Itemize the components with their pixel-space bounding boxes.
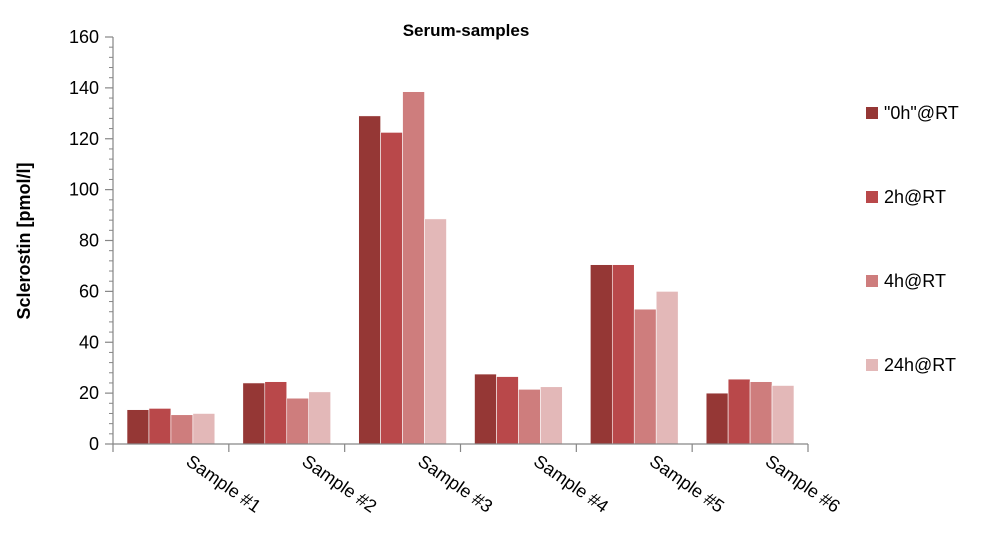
bar-4-2 [308,391,331,445]
legend: "0h"@RT 2h@RT 4h@RT 24h@RT [866,103,959,375]
bar-3-3 [402,91,425,445]
x-category-label: Sample #2 [298,451,380,517]
y-tick-label: 40 [79,332,99,352]
legend-label: 2h@RT [884,187,946,207]
y-tick-label: 80 [79,231,99,251]
y-tick-label: 60 [79,281,99,301]
bar-2-4 [496,376,519,445]
bar-1-6 [705,392,729,445]
bar-4-3 [424,218,447,445]
bar-2-1 [148,408,172,445]
y-axis-label: Sclerostin [pmol/l] [14,162,34,319]
y-tick-label: 20 [79,383,99,403]
bar-4-4 [540,386,563,445]
chart-title: Serum-samples [403,21,530,40]
bar-3-2 [286,397,310,445]
bar-2-5 [611,264,635,445]
x-category-label: Sample #4 [530,451,612,517]
legend-label: "0h"@RT [884,103,959,123]
bar-2-3 [380,132,403,445]
legend-label: 24h@RT [884,355,956,375]
bar-4-5 [655,291,679,445]
bar-1-3 [358,115,381,445]
bar-1-4 [474,373,497,445]
y-tick-labels: 0 20 40 60 80 100 120 140 160 [69,27,99,454]
bars-group [126,91,795,445]
y-tick-label: 100 [69,180,99,200]
bar-2-2 [264,381,288,445]
bar-3-1 [170,414,194,445]
y-tick-label: 0 [89,434,99,454]
y-tick-label: 140 [69,78,99,98]
bar-1-2 [242,382,266,445]
x-category-labels: Sample #1 Sample #2 Sample #3 Sample #4 Samp… [183,451,844,517]
y-tick-label: 160 [69,27,99,47]
legend-swatch [866,359,878,371]
bar-1-5 [590,264,613,445]
bar-4-1 [192,413,216,445]
axes-group [105,36,809,452]
bar-3-5 [633,308,657,445]
bar-2-6 [727,378,751,445]
bar-3-4 [518,389,541,445]
legend-label: 4h@RT [884,271,946,291]
bar-3-6 [749,381,773,445]
x-category-label: Sample #3 [414,451,496,517]
bar-4-6 [771,385,795,445]
legend-swatch [866,275,878,287]
x-category-label: Sample #1 [183,451,265,517]
legend-swatch [866,107,878,119]
legend-swatch [866,191,878,203]
x-category-label: Sample #5 [646,451,728,517]
bar-1-1 [126,409,150,445]
x-category-label: Sample #6 [762,451,844,517]
y-tick-label: 120 [69,129,99,149]
